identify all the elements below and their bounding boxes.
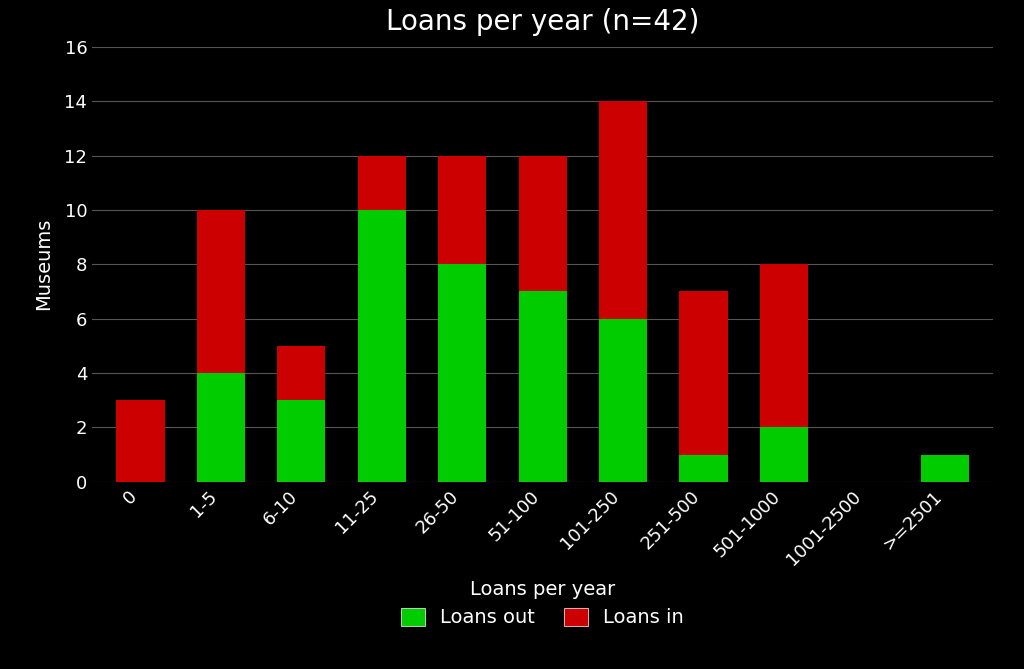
Bar: [357, 210, 406, 482]
Bar: [921, 454, 969, 482]
Bar: [357, 155, 406, 210]
Bar: [518, 156, 567, 292]
Bar: [599, 101, 647, 318]
Bar: [760, 427, 808, 482]
Bar: [197, 373, 245, 482]
Bar: [599, 318, 647, 482]
Bar: [278, 346, 326, 400]
Legend: Loans out, Loans in: Loans out, Loans in: [392, 598, 693, 637]
X-axis label: Loans per year: Loans per year: [470, 580, 615, 599]
Y-axis label: Museums: Museums: [35, 218, 53, 310]
Bar: [760, 264, 808, 427]
Bar: [680, 454, 728, 482]
Bar: [680, 292, 728, 454]
Bar: [117, 400, 165, 482]
Bar: [438, 156, 486, 264]
Bar: [197, 210, 245, 373]
Title: Loans per year (n=42): Loans per year (n=42): [386, 8, 699, 36]
Bar: [438, 264, 486, 482]
Bar: [518, 292, 567, 482]
Bar: [278, 400, 326, 482]
